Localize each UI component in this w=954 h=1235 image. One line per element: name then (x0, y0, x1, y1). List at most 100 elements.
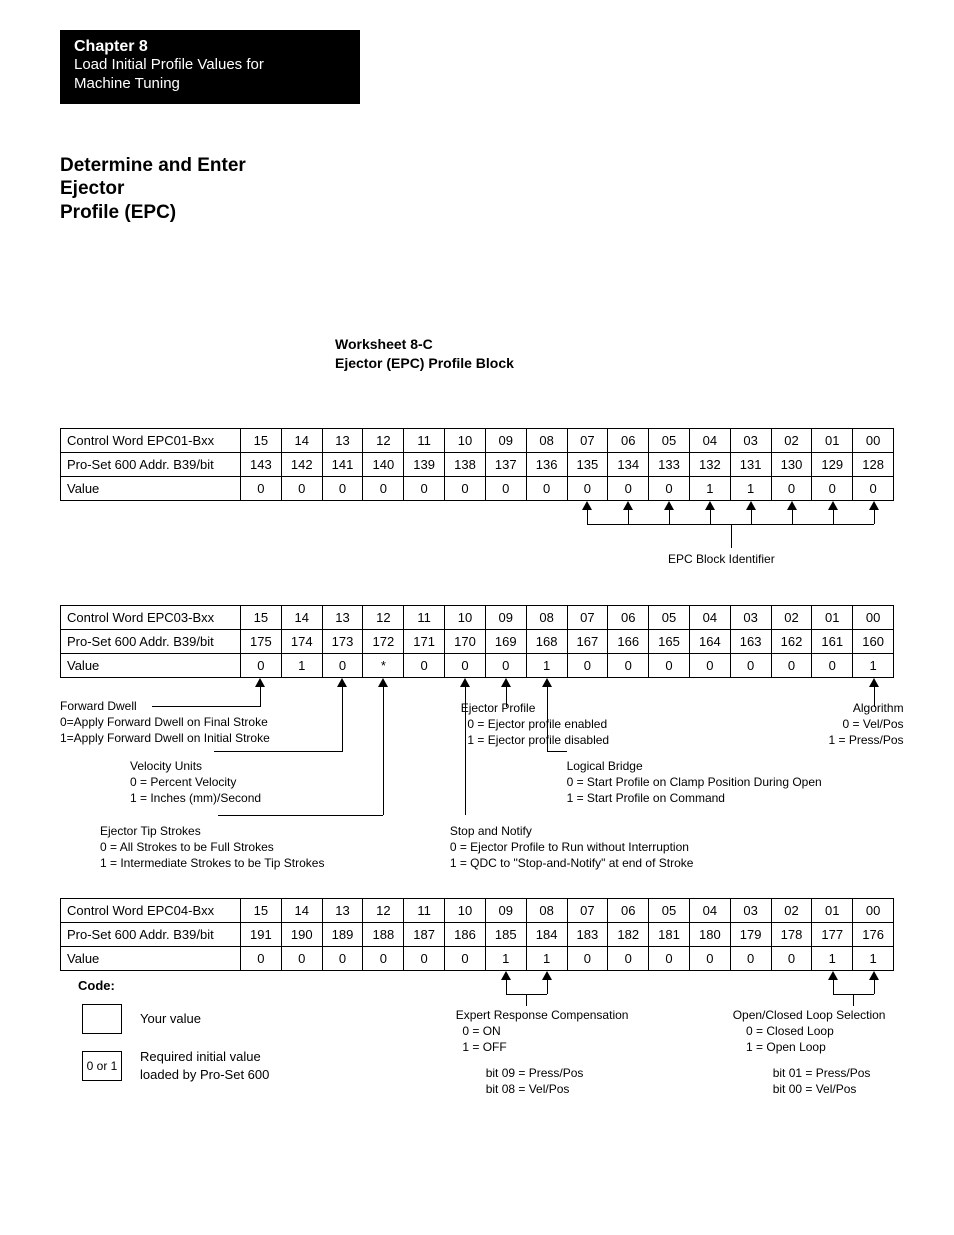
addr-cell: 133 (649, 452, 690, 476)
value-label: Value (61, 946, 241, 970)
value-cell: 0 (241, 946, 282, 970)
bit-header: 15 (241, 898, 282, 922)
bit-header: 03 (730, 428, 771, 452)
addr-cell: 186 (445, 922, 486, 946)
addr-cell: 131 (730, 452, 771, 476)
addr-cell: 187 (404, 922, 445, 946)
value-cell: 1 (526, 653, 567, 677)
addr-cell: 130 (771, 452, 812, 476)
value-cell: 0 (404, 476, 445, 500)
addr-cell: 160 (853, 629, 894, 653)
worksheet-line2: Ejector (EPC) Profile Block (335, 355, 514, 371)
bit-header: 14 (281, 428, 322, 452)
addr-cell: 170 (445, 629, 486, 653)
addr-cell: 183 (567, 922, 608, 946)
value-cell: 0 (363, 476, 404, 500)
addr-cell: 181 (649, 922, 690, 946)
bit-header: 09 (485, 605, 526, 629)
value-cell: 0 (281, 946, 322, 970)
bit-header: 15 (241, 605, 282, 629)
control-word-label: Control Word EPC04-Bxx (61, 898, 241, 922)
bit-header: 07 (567, 898, 608, 922)
addr-cell: 138 (445, 452, 486, 476)
anno-loop: Open/Closed Loop Selection 0 = Closed Lo… (733, 1007, 886, 1098)
value-cell: 0 (281, 476, 322, 500)
value-cell: 0 (241, 653, 282, 677)
value-cell: 0 (689, 946, 730, 970)
value-label: Value (61, 476, 241, 500)
value-cell: 0 (445, 946, 486, 970)
value-cell: 0 (241, 476, 282, 500)
value-cell: 0 (608, 476, 649, 500)
table-epc04: Control Word EPC04-Bxx151413121110090807… (60, 898, 894, 971)
code-title: Code: (78, 977, 269, 995)
value-cell: 0 (322, 946, 363, 970)
addr-cell: 184 (526, 922, 567, 946)
value-cell: 0 (485, 653, 526, 677)
bit-header: 10 (445, 898, 486, 922)
bit-header: 14 (281, 898, 322, 922)
value-cell: 0 (567, 476, 608, 500)
bit-header: 02 (771, 605, 812, 629)
code-preset-desc: Required initial value loaded by Pro-Set… (140, 1048, 269, 1083)
bit-header: 03 (730, 898, 771, 922)
bit-header: 04 (689, 605, 730, 629)
addr-cell: 172 (363, 629, 404, 653)
bit-header: 02 (771, 898, 812, 922)
addr-cell: 185 (485, 922, 526, 946)
value-cell: 1 (853, 653, 894, 677)
bit-header: 08 (526, 428, 567, 452)
control-word-label: Control Word EPC03-Bxx (61, 605, 241, 629)
addr-cell: 132 (689, 452, 730, 476)
value-cell: 0 (322, 476, 363, 500)
code-your-value: Your value (140, 1010, 201, 1028)
bit-header: 00 (853, 428, 894, 452)
value-cell: 0 (363, 946, 404, 970)
value-cell: 0 (567, 946, 608, 970)
anno-stop-notify: Stop and Notify0 = Ejector Profile to Ru… (450, 823, 694, 872)
section-title-line1: Determine and Enter Ejector (60, 155, 246, 200)
code-swatch-empty (82, 1004, 122, 1034)
value-cell: 0 (649, 476, 690, 500)
value-cell: 0 (608, 946, 649, 970)
value-cell: 0 (853, 476, 894, 500)
addr-cell: 165 (649, 629, 690, 653)
value-cell: 1 (485, 946, 526, 970)
addr-cell: 162 (771, 629, 812, 653)
table-epc01: Control Word EPC01-Bxx151413121110090807… (60, 428, 894, 501)
addr-cell: 143 (241, 452, 282, 476)
addr-label: Pro-Set 600 Addr. B39/bit (61, 452, 241, 476)
bit-header: 15 (241, 428, 282, 452)
value-cell: 1 (812, 946, 853, 970)
addr-cell: 142 (281, 452, 322, 476)
addr-cell: 135 (567, 452, 608, 476)
value-cell: 0 (730, 946, 771, 970)
table-epc03: Control Word EPC03-Bxx151413121110090807… (60, 605, 894, 678)
bit-header: 11 (404, 605, 445, 629)
value-cell: 1 (689, 476, 730, 500)
bit-header: 12 (363, 898, 404, 922)
code-legend: Code: Your value 0 or 1 Required initial… (60, 977, 269, 1098)
anno-erc: Expert Response Compensation 0 = ON 1 = … (456, 1007, 629, 1098)
addr-cell: 166 (608, 629, 649, 653)
anno-ejector-profile: Ejector Profile 0 = Ejector profile enab… (461, 700, 609, 749)
value-cell: 1 (730, 476, 771, 500)
bit-header: 13 (322, 428, 363, 452)
addr-cell: 167 (567, 629, 608, 653)
bit-header: 02 (771, 428, 812, 452)
addr-cell: 174 (281, 629, 322, 653)
bit-header: 03 (730, 605, 771, 629)
worksheet-line1: Worksheet 8-C (335, 336, 433, 352)
bit-header: 01 (812, 605, 853, 629)
control-word-label: Control Word EPC01-Bxx (61, 428, 241, 452)
value-cell: 0 (771, 476, 812, 500)
addr-cell: 169 (485, 629, 526, 653)
value-cell: 1 (853, 946, 894, 970)
addr-cell: 136 (526, 452, 567, 476)
addr-cell: 161 (812, 629, 853, 653)
value-cell: 0 (608, 653, 649, 677)
value-cell: 0 (730, 653, 771, 677)
bit-header: 07 (567, 605, 608, 629)
value-cell: 0 (445, 476, 486, 500)
addr-cell: 179 (730, 922, 771, 946)
